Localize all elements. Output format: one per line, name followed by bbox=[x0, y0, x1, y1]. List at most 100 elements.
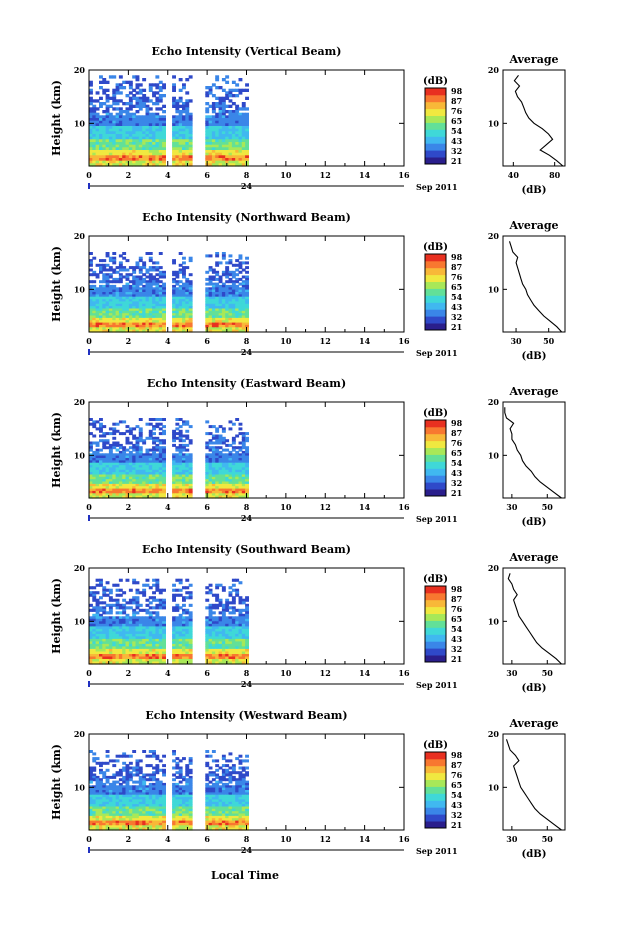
heatmap-cell bbox=[188, 158, 193, 162]
heatmap-cell bbox=[122, 483, 127, 487]
heatmap-cell bbox=[175, 490, 180, 494]
heatmap-cell bbox=[208, 268, 213, 272]
heatmap-cell bbox=[218, 472, 223, 476]
heatmap-cell bbox=[225, 104, 230, 108]
heatmap-cell bbox=[138, 289, 143, 293]
heatmap-cell bbox=[162, 94, 166, 98]
x-tick-label: 6 bbox=[204, 170, 210, 180]
heatmap-cell bbox=[228, 648, 233, 652]
heatmap-cell bbox=[148, 273, 153, 277]
heatmap-cell bbox=[115, 86, 120, 90]
heatmap-cell bbox=[221, 104, 226, 108]
heatmap-cell bbox=[128, 465, 133, 469]
heatmap-cell bbox=[188, 147, 193, 151]
heatmap-cell bbox=[112, 327, 117, 331]
heatmap-cell bbox=[138, 479, 143, 483]
heatmap-cell bbox=[231, 88, 236, 92]
heatmap-cell bbox=[99, 780, 103, 784]
heatmap-cell bbox=[228, 139, 233, 143]
heatmap-cell bbox=[125, 628, 130, 632]
heatmap-cell bbox=[95, 107, 100, 111]
heatmap-cell bbox=[172, 785, 176, 789]
heatmap-cell bbox=[175, 628, 180, 632]
heatmap-cell bbox=[128, 142, 133, 146]
heatmap-cell bbox=[225, 443, 230, 447]
heatmap-cell bbox=[112, 155, 117, 159]
heatmap-cell bbox=[205, 102, 210, 106]
heatmap-cell bbox=[142, 147, 147, 151]
heatmap-cell bbox=[135, 481, 140, 485]
heatmap-cell bbox=[221, 96, 226, 100]
heatmap-cell bbox=[148, 86, 153, 90]
heatmap-cell bbox=[135, 134, 140, 138]
heatmap-cell bbox=[135, 282, 140, 286]
heatmap-cell bbox=[162, 771, 166, 775]
heatmap-cell bbox=[215, 270, 220, 274]
heatmap-cell bbox=[99, 661, 103, 665]
heatmap-cell bbox=[175, 787, 180, 791]
heatmap-cell bbox=[112, 123, 117, 127]
heatmap-cell bbox=[108, 787, 113, 791]
heatmap-cell bbox=[188, 441, 193, 445]
heatmap-cell bbox=[132, 115, 137, 119]
heatmap-cell bbox=[188, 596, 193, 600]
heatmap-cell bbox=[182, 618, 186, 622]
heatmap-cell bbox=[208, 88, 213, 92]
heatmap-cell bbox=[241, 131, 246, 135]
heatmap-cell bbox=[175, 764, 180, 768]
heatmap-cell bbox=[241, 633, 246, 637]
heatmap-cell bbox=[175, 329, 180, 333]
heatmap-cell bbox=[235, 83, 240, 87]
heatmap-cell bbox=[211, 155, 216, 159]
heatmap-cell bbox=[205, 616, 210, 620]
heatmap-cell bbox=[105, 486, 110, 490]
heatmap-cell bbox=[138, 448, 143, 452]
heatmap-cell bbox=[172, 308, 176, 312]
heatmap-cell bbox=[208, 144, 213, 148]
heatmap-cell bbox=[115, 643, 120, 647]
heatmap-cell bbox=[245, 120, 249, 124]
heatmap-cell bbox=[138, 608, 143, 612]
heatmap-cell bbox=[215, 472, 220, 476]
heatmap-cell bbox=[225, 648, 230, 652]
heatmap-cell bbox=[135, 436, 140, 440]
heatmap-cell bbox=[122, 775, 127, 779]
heatmap-cell bbox=[178, 483, 183, 487]
heatmap-cell bbox=[155, 476, 160, 480]
heatmap-cell bbox=[228, 110, 233, 114]
heatmap-cell bbox=[145, 661, 150, 665]
heatmap-cell bbox=[128, 455, 133, 459]
heatmap-cell bbox=[132, 158, 137, 162]
heatmap-cell bbox=[205, 648, 210, 652]
heatmap-cell bbox=[211, 778, 216, 782]
heatmap-cell bbox=[138, 160, 143, 164]
heatmap-cell bbox=[112, 126, 117, 130]
heatmap-cell bbox=[175, 782, 180, 786]
heatmap-cell bbox=[178, 613, 183, 617]
heatmap-cell bbox=[95, 469, 100, 473]
heatmap-cell bbox=[152, 289, 156, 293]
heatmap-cell bbox=[128, 303, 133, 307]
heatmap-cell bbox=[235, 126, 240, 130]
heatmap-cell bbox=[155, 787, 160, 791]
heatmap-cell bbox=[211, 324, 216, 328]
heatmap-cell bbox=[245, 495, 249, 499]
heatmap-cell bbox=[155, 327, 160, 331]
heatmap-cell bbox=[92, 493, 97, 497]
heatmap-cell bbox=[231, 490, 236, 494]
heatmap-cell bbox=[238, 633, 243, 637]
heatmap-cell bbox=[158, 785, 163, 789]
heatmap-cell bbox=[128, 306, 133, 310]
heatmap-cell bbox=[158, 96, 163, 100]
colorbar-frame bbox=[424, 585, 447, 663]
heatmap-cell bbox=[145, 628, 150, 632]
heatmap-cell bbox=[125, 284, 130, 288]
heatmap-cell bbox=[238, 773, 243, 777]
heatmap-cell bbox=[132, 633, 137, 637]
heatmap-cell bbox=[185, 455, 190, 459]
heatmap-cell bbox=[231, 147, 236, 151]
heatmap-cell bbox=[205, 651, 210, 655]
heatmap-cell bbox=[132, 616, 137, 620]
heatmap-cell bbox=[152, 646, 156, 650]
heatmap-cell bbox=[182, 648, 186, 652]
